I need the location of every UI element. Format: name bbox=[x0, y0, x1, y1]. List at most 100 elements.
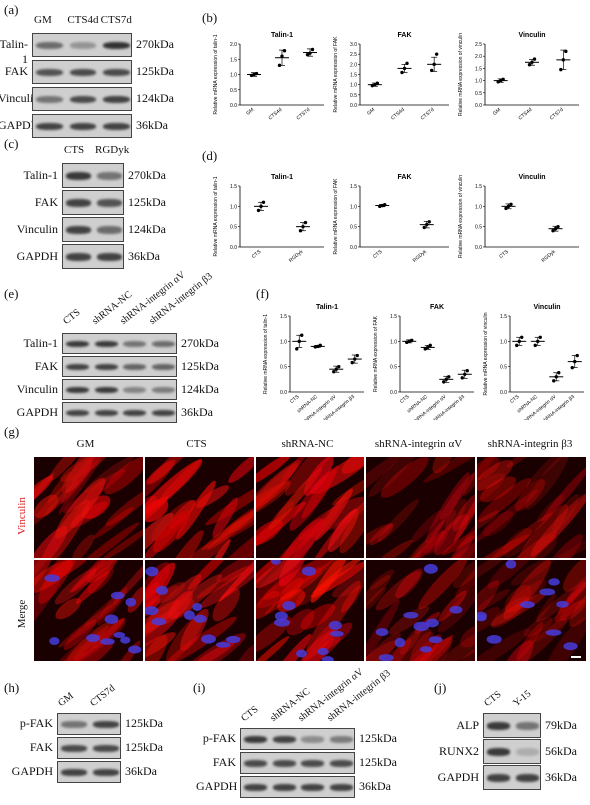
blot-band bbox=[103, 95, 130, 104]
chart-title: Talin-1 bbox=[271, 174, 293, 181]
blot-band bbox=[61, 769, 87, 776]
y-tick-label: 1.0 bbox=[230, 204, 237, 210]
blot-band bbox=[486, 722, 511, 730]
x-tick-label: RGDyk bbox=[541, 249, 558, 264]
data-point bbox=[557, 371, 561, 375]
y-tick-label: 1.0 bbox=[500, 339, 507, 345]
micrograph-image bbox=[33, 560, 143, 661]
y-axis-label: Relative mRNA expression of FAK bbox=[333, 178, 339, 255]
y-tick-label: 1.0 bbox=[350, 83, 357, 89]
vinculin-micrograph bbox=[365, 456, 477, 559]
blot-band bbox=[66, 226, 91, 234]
western-blot-i: CTS shRNA-NC shRNA-integrin αV shRNA-integr… bbox=[196, 666, 397, 798]
data-point bbox=[297, 339, 301, 344]
y-tick-label: 2.0 bbox=[475, 54, 482, 60]
x-tick-label: CTS7d bbox=[549, 107, 565, 122]
blot-band bbox=[301, 736, 325, 743]
protein-label: p-FAK bbox=[202, 731, 236, 745]
chart-title: FAK bbox=[430, 304, 444, 311]
data-point bbox=[465, 369, 469, 373]
blot-band bbox=[61, 721, 87, 728]
blot-strip bbox=[62, 217, 124, 242]
x-tick-label: RGDyk bbox=[412, 249, 429, 264]
data-point bbox=[556, 224, 560, 229]
panel-label-e: (e) bbox=[4, 286, 19, 301]
y-tick-label: 0.0 bbox=[230, 245, 237, 251]
blot-band bbox=[36, 41, 63, 50]
blot-strip bbox=[483, 713, 541, 738]
chart-title: FAK bbox=[398, 32, 412, 39]
row-label-vinculin: Vinculin bbox=[16, 497, 28, 535]
y-tick-label: 0.5 bbox=[350, 93, 357, 99]
vinculin-micrograph bbox=[254, 456, 366, 559]
protein-label: FAK bbox=[34, 194, 58, 209]
data-point bbox=[561, 58, 566, 62]
micrograph-image bbox=[477, 457, 586, 558]
data-point bbox=[350, 360, 354, 365]
row-label-merge: Merge bbox=[16, 599, 28, 629]
lane-label: RGDyk bbox=[95, 144, 130, 156]
x-tick-label: GM bbox=[366, 107, 376, 117]
y-tick-label: 1.5 bbox=[280, 314, 287, 320]
data-point bbox=[295, 347, 299, 351]
panel-label-b: (b) bbox=[202, 10, 218, 25]
data-point bbox=[564, 49, 568, 54]
y-tick-label: 1.0 bbox=[390, 339, 397, 345]
merge-micrograph bbox=[143, 559, 255, 662]
blot-strip bbox=[32, 60, 132, 84]
x-tick-label: CTS bbox=[251, 249, 263, 260]
blot-strip bbox=[62, 356, 177, 377]
molecular-weight-label: 79kDa bbox=[545, 717, 577, 732]
data-point bbox=[261, 200, 266, 204]
blot-band bbox=[272, 784, 296, 791]
data-point bbox=[434, 52, 439, 56]
micrograph-image bbox=[255, 457, 365, 558]
y-axis-label: Relative mRNA expression of FAK bbox=[373, 315, 379, 392]
blot-band bbox=[94, 386, 118, 394]
protein-label: GAPDH bbox=[11, 764, 53, 778]
y-tick-label: 2.0 bbox=[350, 62, 357, 68]
blot-strip bbox=[240, 728, 355, 750]
blot-strip bbox=[62, 163, 124, 188]
data-point bbox=[405, 61, 409, 66]
data-point bbox=[277, 63, 282, 68]
column-label-shrna-nc: shRNA-NC bbox=[281, 438, 334, 450]
data-point bbox=[532, 57, 537, 61]
protein-label: GAPDH bbox=[16, 248, 58, 263]
blot-band bbox=[301, 760, 325, 767]
data-point bbox=[337, 364, 341, 369]
y-axis-label: Relative mRNA expression of vinculin bbox=[458, 33, 464, 116]
data-point bbox=[282, 49, 287, 53]
y-tick-label: 1.0 bbox=[475, 204, 482, 210]
data-point bbox=[410, 338, 414, 343]
data-point bbox=[517, 339, 521, 344]
molecular-weight-label: 36kDa bbox=[136, 118, 168, 132]
western-blot-c: CTS RGDyk Talin-1 270kDa FAK 125kDa Vinculin 12… bbox=[0, 0, 195, 280]
y-tick-label: 0.5 bbox=[280, 365, 287, 371]
protein-label: FAK bbox=[4, 64, 28, 78]
blot-band bbox=[65, 386, 89, 394]
panel-label-d: (d) bbox=[202, 148, 218, 163]
y-tick-label: 0.5 bbox=[475, 225, 482, 231]
blot-band bbox=[486, 748, 511, 756]
protein-label: Vinculin bbox=[16, 221, 58, 236]
y-tick-label: 2.0 bbox=[230, 42, 237, 48]
blot-band bbox=[123, 363, 147, 371]
blot-band bbox=[123, 409, 147, 417]
blot-band bbox=[103, 41, 130, 50]
blot-band bbox=[103, 68, 130, 77]
molecular-weight-label: 124kDa bbox=[128, 221, 166, 236]
blot-strip bbox=[62, 333, 177, 354]
x-tick-label: GM bbox=[245, 107, 255, 117]
chart-title: FAK bbox=[398, 174, 412, 181]
lane-label: GM bbox=[34, 14, 52, 26]
blot-strip bbox=[483, 765, 541, 790]
lane-label: CTS4d bbox=[67, 14, 99, 26]
lane-label: CTS bbox=[482, 689, 504, 709]
blot-band bbox=[152, 340, 176, 348]
molecular-weight-label: 56kDa bbox=[545, 743, 577, 758]
protein-label: GAPDH bbox=[196, 779, 238, 793]
panel-label-g: (g) bbox=[4, 424, 20, 439]
y-tick-label: 1.0 bbox=[230, 73, 237, 79]
data-point bbox=[256, 208, 261, 213]
